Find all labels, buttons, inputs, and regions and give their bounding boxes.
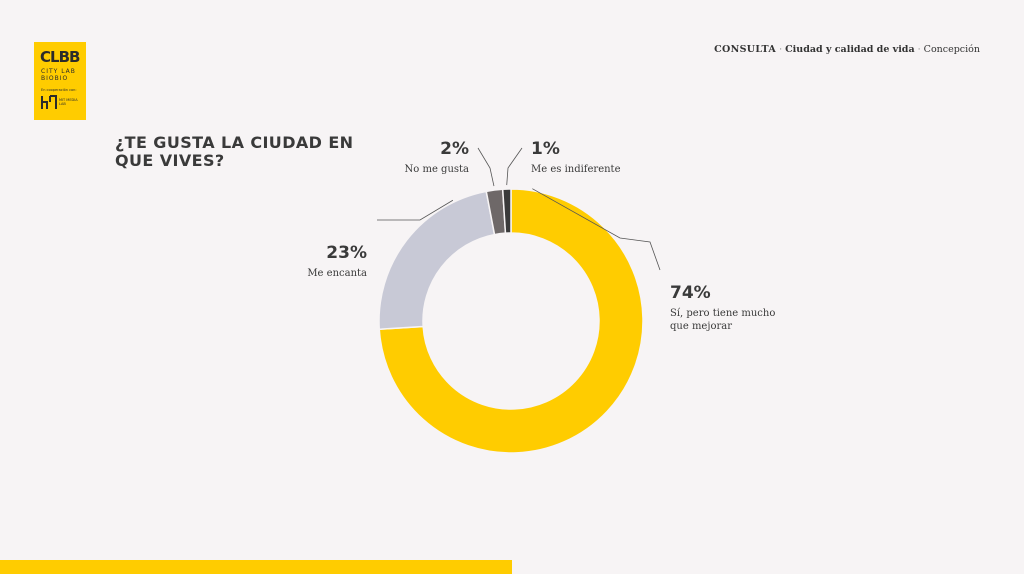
data-label-value: 74% [670, 283, 711, 303]
header-topic: Ciudad y calidad de vida [785, 44, 915, 55]
donut-slice [378, 188, 644, 454]
bottom-accent-bar [0, 560, 512, 574]
logo-mark: CLBB [40, 48, 80, 66]
leader-line [377, 199, 454, 221]
leader-line [477, 147, 495, 187]
data-label-category: Me encanta [307, 268, 367, 279]
leader-line [506, 147, 523, 186]
logo-partner: MIT MEDIA LAB [59, 98, 78, 106]
data-label-category: Sí, pero tiene mucho [670, 308, 775, 319]
logo-name-line2: BIOBIO [41, 75, 69, 82]
clbb-logo: CLBB CITY LAB BIOBIO En cooperación con:… [34, 42, 86, 120]
logo-name: CITY LAB BIOBIO [41, 68, 81, 82]
data-label-value: 23% [326, 243, 367, 263]
leader-line [532, 188, 661, 271]
chart-title: ¿TE GUSTA LA CIUDAD EN QUE VIVES? [115, 133, 354, 170]
data-label-value: 2% [440, 139, 469, 159]
mit-media-lab-icon [41, 95, 57, 109]
header-city: Concepción [923, 44, 980, 55]
page-header: CONSULTA · Ciudad y calidad de vida · Co… [714, 44, 980, 55]
data-label-value: 1% [531, 139, 560, 159]
header-section: CONSULTA [714, 44, 777, 55]
data-label-category: Me es indiferente [531, 164, 621, 175]
logo-tagline: En cooperación con: [41, 88, 77, 92]
data-label-category: que mejorar [670, 321, 732, 332]
data-label-category: No me gusta [405, 164, 470, 175]
donut-slice [378, 190, 496, 331]
logo-name-line1: CITY LAB [41, 68, 76, 75]
donut-slice [501, 188, 512, 234]
